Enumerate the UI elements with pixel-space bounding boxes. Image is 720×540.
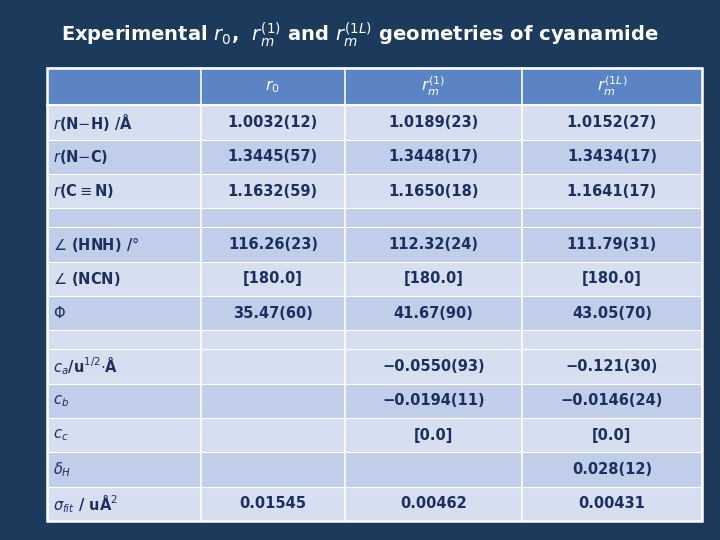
Bar: [47, 105, 702, 140]
Text: 1.0152(27): 1.0152(27): [567, 115, 657, 130]
Text: 0.00462: 0.00462: [400, 496, 467, 511]
Text: 1.3445(57): 1.3445(57): [228, 150, 318, 164]
Text: 112.32(24): 112.32(24): [388, 237, 478, 252]
Bar: [47, 68, 702, 521]
Text: 43.05(70): 43.05(70): [572, 306, 652, 321]
Bar: [47, 296, 702, 330]
Text: [180.0]: [180.0]: [403, 271, 463, 286]
Text: 111.79(31): 111.79(31): [567, 237, 657, 252]
Text: 0.00431: 0.00431: [578, 496, 645, 511]
Text: 41.67(90): 41.67(90): [393, 306, 473, 321]
Text: 1.1650(18): 1.1650(18): [388, 184, 479, 199]
Text: $r_m^{(1L)}$: $r_m^{(1L)}$: [597, 75, 627, 98]
Text: −0.121(30): −0.121(30): [566, 359, 658, 374]
Text: 1.1632(59): 1.1632(59): [228, 184, 318, 199]
Text: −0.0146(24): −0.0146(24): [561, 393, 663, 408]
Text: 1.0189(23): 1.0189(23): [388, 115, 479, 130]
Text: $r$(N$-$C): $r$(N$-$C): [53, 148, 108, 166]
Text: [180.0]: [180.0]: [582, 271, 642, 286]
Text: [0.0]: [0.0]: [414, 428, 453, 443]
Bar: [47, 262, 702, 296]
Bar: [47, 453, 702, 487]
Text: 116.26(23): 116.26(23): [228, 237, 318, 252]
Text: $r$(N$-$H) /Å: $r$(N$-$H) /Å: [53, 112, 132, 133]
Bar: [47, 68, 702, 105]
Text: −0.0194(11): −0.0194(11): [382, 393, 485, 408]
Text: $\angle$ (NCN): $\angle$ (NCN): [53, 270, 120, 288]
Text: $r_0$: $r_0$: [266, 78, 280, 94]
Text: $r$(C$\equiv$N): $r$(C$\equiv$N): [53, 182, 114, 200]
Bar: [47, 487, 702, 521]
Text: $\angle$ (HNH) /$\degree$: $\angle$ (HNH) /$\degree$: [53, 235, 139, 254]
Text: 1.3448(17): 1.3448(17): [388, 150, 478, 164]
Text: $c_c$: $c_c$: [53, 427, 68, 443]
Text: 1.3434(17): 1.3434(17): [567, 150, 657, 164]
Bar: [47, 383, 702, 418]
Bar: [47, 418, 702, 453]
Text: 0.028(12): 0.028(12): [572, 462, 652, 477]
Bar: [47, 140, 702, 174]
Text: 1.1641(17): 1.1641(17): [567, 184, 657, 199]
Bar: [47, 208, 702, 227]
Bar: [47, 227, 702, 262]
Text: $\sigma_{fit}$ / uÅ$^2$: $\sigma_{fit}$ / uÅ$^2$: [53, 493, 117, 515]
Bar: [47, 174, 702, 208]
Bar: [47, 349, 702, 383]
Text: [180.0]: [180.0]: [243, 271, 303, 286]
Text: $r_m^{(1)}$: $r_m^{(1)}$: [421, 75, 446, 98]
Text: 1.0032(12): 1.0032(12): [228, 115, 318, 130]
Text: −0.0550(93): −0.0550(93): [382, 359, 485, 374]
Text: $\delta_H$: $\delta_H$: [53, 460, 71, 479]
Bar: [47, 330, 702, 349]
Text: 0.01545: 0.01545: [239, 496, 306, 511]
Text: 35.47(60): 35.47(60): [233, 306, 312, 321]
Text: $c_a$/u$^{1/2}$$\cdot$Å: $c_a$/u$^{1/2}$$\cdot$Å: [53, 356, 118, 377]
Text: [0.0]: [0.0]: [593, 428, 631, 443]
Text: $c_b$: $c_b$: [53, 393, 68, 409]
Text: Experimental $r_0$,  $r_m^{(1)}$ and $r_m^{(1L)}$ geometries of cyanamide: Experimental $r_0$, $r_m^{(1)}$ and $r_m…: [61, 21, 659, 50]
Text: $\Phi$: $\Phi$: [53, 305, 66, 321]
